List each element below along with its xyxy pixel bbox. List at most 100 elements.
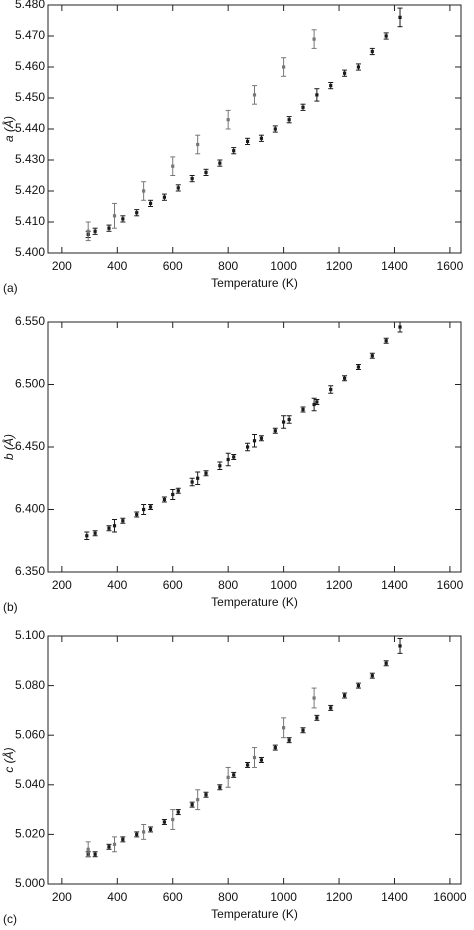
data-point bbox=[171, 817, 175, 822]
data-point bbox=[112, 524, 117, 528]
data-point bbox=[287, 118, 291, 122]
data-point bbox=[196, 142, 200, 147]
data-point bbox=[312, 696, 316, 700]
data-point bbox=[287, 738, 291, 742]
data-point bbox=[356, 65, 361, 69]
x-tick-label: 800 bbox=[218, 259, 238, 273]
x-tick-label: 400 bbox=[107, 259, 127, 273]
data-point bbox=[226, 457, 230, 462]
data-point bbox=[232, 773, 236, 777]
data-point bbox=[342, 693, 347, 698]
data-point bbox=[282, 420, 286, 424]
x-tick-label: 800 bbox=[218, 890, 238, 904]
x-tick-label: 600 bbox=[163, 578, 183, 592]
x-tick-label: 1200 bbox=[326, 259, 353, 273]
data-point bbox=[162, 497, 167, 502]
data-point bbox=[107, 845, 111, 849]
plot-frame bbox=[47, 4, 462, 254]
data-point bbox=[112, 214, 117, 218]
y-tick-label: 5.400 bbox=[15, 245, 45, 259]
y-tick-label: 5.450 bbox=[15, 90, 45, 104]
data-point bbox=[218, 161, 222, 165]
panel-label: (b) bbox=[3, 600, 18, 614]
x-tick-label: 16000 bbox=[433, 890, 467, 904]
y-tick-label: 5.420 bbox=[15, 183, 45, 197]
data-point bbox=[107, 226, 111, 230]
x-tick-label: 1600 bbox=[437, 259, 464, 273]
data-point bbox=[370, 354, 374, 358]
y-tick-label: 6.450 bbox=[15, 439, 45, 453]
y-tick-label: 5.460 bbox=[15, 59, 45, 73]
data-point bbox=[282, 726, 286, 730]
data-point bbox=[162, 820, 167, 824]
x-tick-label: 800 bbox=[218, 578, 238, 592]
data-point bbox=[329, 84, 333, 88]
y-axis-label: a (Å) bbox=[1, 116, 16, 142]
plot-frame bbox=[47, 635, 462, 885]
data-point bbox=[252, 755, 257, 760]
data-point bbox=[312, 402, 316, 407]
y-tick-label: 5.430 bbox=[15, 152, 45, 166]
data-point bbox=[142, 189, 146, 193]
data-point bbox=[112, 842, 117, 846]
data-point bbox=[190, 803, 194, 807]
x-tick-label: 1000 bbox=[270, 578, 297, 592]
data-point bbox=[162, 195, 167, 199]
data-point bbox=[342, 376, 347, 380]
data-point bbox=[142, 830, 146, 834]
y-tick-label: 5.060 bbox=[15, 727, 45, 741]
data-point bbox=[329, 706, 333, 710]
data-point bbox=[259, 436, 264, 440]
data-point bbox=[282, 65, 286, 69]
y-tick-label: 5.080 bbox=[15, 678, 45, 692]
data-point bbox=[252, 439, 257, 443]
data-point bbox=[176, 489, 180, 493]
y-axis-label: b (Å) bbox=[1, 434, 16, 460]
y-tick-label: 5.100 bbox=[15, 628, 45, 642]
data-point bbox=[204, 170, 208, 174]
x-tick-label: 600 bbox=[163, 259, 183, 273]
data-point bbox=[384, 661, 388, 665]
x-tick-label: 200 bbox=[52, 890, 72, 904]
data-point bbox=[342, 71, 347, 75]
data-point bbox=[273, 746, 277, 750]
x-tick-label: 400 bbox=[107, 578, 127, 592]
y-tick-label: 5.020 bbox=[15, 827, 45, 841]
data-point bbox=[171, 492, 175, 497]
data-point bbox=[287, 417, 291, 422]
data-point bbox=[93, 852, 97, 856]
data-point bbox=[85, 534, 89, 538]
data-point bbox=[86, 847, 90, 851]
data-point bbox=[245, 763, 250, 767]
data-point bbox=[176, 186, 180, 190]
y-axis-label: c (Å) bbox=[1, 747, 16, 772]
data-point bbox=[226, 118, 230, 122]
data-point bbox=[196, 476, 200, 480]
x-tick-label: 600 bbox=[163, 890, 183, 904]
data-point bbox=[204, 793, 208, 797]
data-point bbox=[190, 177, 194, 181]
data-point bbox=[273, 429, 277, 433]
y-tick-label: 5.000 bbox=[15, 876, 45, 890]
data-point bbox=[148, 201, 153, 205]
y-tick-label: 6.400 bbox=[15, 502, 45, 516]
data-point bbox=[204, 471, 208, 475]
y-tick-label: 5.470 bbox=[15, 28, 45, 42]
x-axis-label: Temperature (K) bbox=[211, 907, 298, 921]
x-tick-label: 200 bbox=[52, 578, 72, 592]
data-point bbox=[196, 798, 200, 802]
data-point bbox=[398, 325, 402, 329]
data-point bbox=[232, 149, 236, 153]
data-point bbox=[315, 716, 319, 720]
data-point bbox=[315, 93, 319, 97]
data-point bbox=[356, 365, 361, 369]
data-point bbox=[259, 136, 264, 140]
data-point bbox=[86, 229, 90, 233]
data-point bbox=[171, 164, 175, 168]
x-tick-label: 1400 bbox=[381, 259, 408, 273]
x-tick-label: 1200 bbox=[326, 890, 353, 904]
panel-label: (c) bbox=[3, 912, 17, 926]
data-point bbox=[312, 37, 316, 41]
data-point bbox=[218, 464, 222, 468]
